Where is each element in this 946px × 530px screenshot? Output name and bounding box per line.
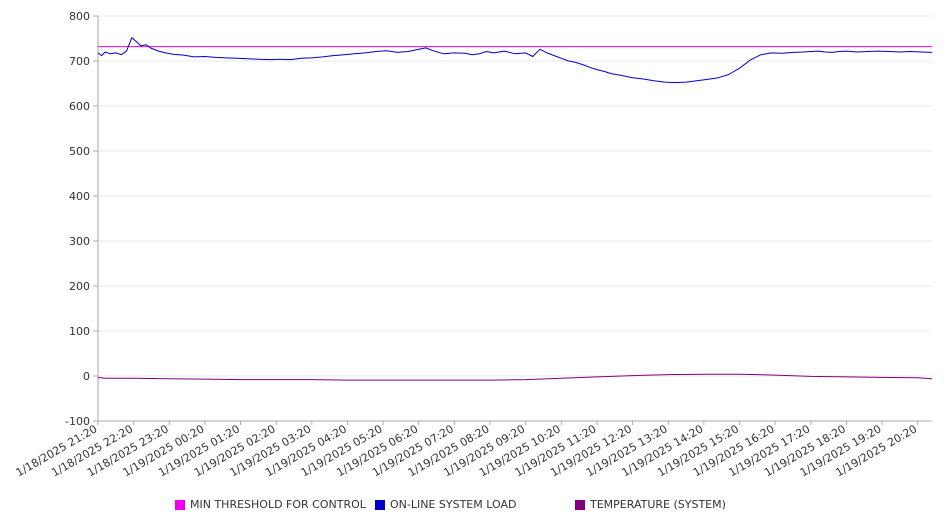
y-tick-label: -100 [65,415,90,428]
legend-swatch [575,499,585,510]
legend-item: ON-LINE SYSTEM LOAD [375,498,516,511]
x-tick-labels: 1/18/2025 21:201/18/2025 22:201/18/2025 … [14,422,920,479]
legend-swatch [175,499,185,510]
series-lines [97,37,933,381]
y-tick-label: 800 [69,10,90,23]
legend-label: MIN THRESHOLD FOR CONTROL [190,498,366,511]
axes [93,15,932,425]
grid [98,15,932,422]
y-tick-label: 400 [69,190,90,203]
temperature-line [97,373,933,381]
y-tick-label: 700 [69,55,90,68]
legend: MIN THRESHOLD FOR CONTROL ON-LINE SYSTEM … [0,498,946,514]
legend-swatch [375,499,385,510]
y-tick-label: 600 [69,100,90,113]
y-tick-label: 0 [83,370,90,383]
y-tick-labels: -100 0 100 200 300 400 500 600 700 800 [65,10,90,428]
legend-item: MIN THRESHOLD FOR CONTROL [175,498,366,511]
y-tick-label: 100 [69,325,90,338]
y-tick-label: 300 [69,235,90,248]
y-tick-label: 500 [69,145,90,158]
legend-label: ON-LINE SYSTEM LOAD [390,498,517,511]
system-load-line [97,37,933,84]
y-tick-label: 200 [69,280,90,293]
legend-label: TEMPERATURE (SYSTEM) [590,498,726,511]
legend-item: TEMPERATURE (SYSTEM) [575,498,726,511]
